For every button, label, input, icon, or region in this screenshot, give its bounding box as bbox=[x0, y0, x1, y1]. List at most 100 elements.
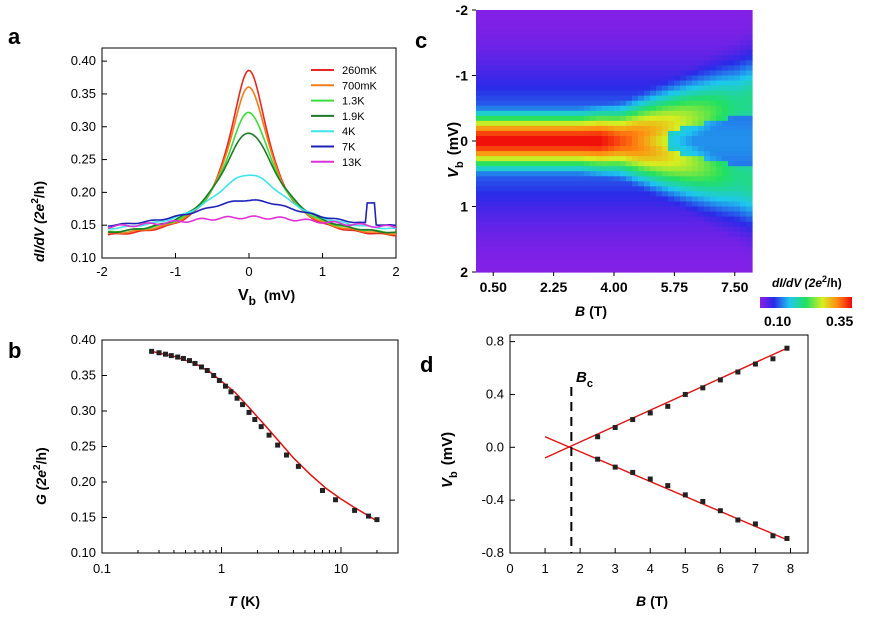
heatmap-cell bbox=[704, 115, 711, 122]
heatmap-cell bbox=[722, 135, 729, 142]
heatmap-cell bbox=[626, 30, 633, 36]
heatmap-cell bbox=[620, 151, 627, 157]
heatmap-cell bbox=[488, 141, 495, 147]
heatmap-cell bbox=[746, 90, 753, 97]
heatmap-cell bbox=[560, 70, 567, 77]
heatmap-cell bbox=[662, 216, 669, 223]
heatmap-cell bbox=[530, 95, 537, 102]
heatmap-cell bbox=[482, 55, 489, 61]
heatmap-cell bbox=[662, 80, 669, 87]
heatmap-cell bbox=[596, 211, 603, 218]
heatmap-cell bbox=[728, 55, 735, 61]
heatmap-cell bbox=[740, 146, 747, 152]
heatmap-cell bbox=[650, 216, 657, 223]
heatmap-cell bbox=[494, 105, 501, 112]
heatmap-cell bbox=[584, 100, 591, 107]
heatmap-cell bbox=[620, 186, 627, 192]
heatmap-cell bbox=[512, 206, 519, 213]
heatmap-cell bbox=[620, 10, 627, 16]
heatmap-cell bbox=[554, 246, 561, 253]
heatmap-cell bbox=[638, 60, 645, 67]
heatmap-cell bbox=[494, 80, 501, 87]
heatmap-cell bbox=[746, 45, 753, 51]
heatmap-cell bbox=[686, 256, 693, 263]
heatmap-cell bbox=[686, 80, 693, 87]
data-point bbox=[192, 360, 198, 366]
heatmap-cell bbox=[632, 236, 639, 243]
heatmap-cell bbox=[596, 135, 603, 142]
heatmap-cell bbox=[716, 75, 723, 82]
heatmap-cell bbox=[578, 246, 585, 253]
heatmap-cell bbox=[668, 156, 675, 162]
heatmap-cell bbox=[506, 186, 513, 192]
heatmap-cell bbox=[686, 85, 693, 92]
heatmap-cell bbox=[494, 166, 501, 172]
heatmap-cell bbox=[560, 75, 567, 82]
heatmap-cell bbox=[686, 261, 693, 268]
heatmap-cell bbox=[482, 261, 489, 268]
heatmap-cell bbox=[536, 256, 543, 263]
heatmap-cell bbox=[476, 40, 483, 46]
heatmap-cell bbox=[488, 151, 495, 157]
heatmap-cell bbox=[722, 115, 729, 122]
heatmap-cell bbox=[650, 146, 657, 152]
heatmap-cell bbox=[482, 161, 489, 167]
heatmap-cell bbox=[512, 70, 519, 77]
heatmap-cell bbox=[674, 216, 681, 223]
heatmap-cell bbox=[584, 206, 591, 213]
heatmap-cell bbox=[614, 50, 621, 56]
heatmap-cell bbox=[656, 221, 663, 228]
heatmap-cell bbox=[722, 40, 729, 46]
heatmap-cell bbox=[710, 231, 717, 238]
heatmap-cell bbox=[524, 30, 531, 36]
heatmap-cell bbox=[482, 196, 489, 203]
heatmap-cell bbox=[482, 30, 489, 36]
heatmap-cell bbox=[728, 30, 735, 36]
heatmap-cell bbox=[620, 70, 627, 77]
heatmap-cell bbox=[536, 85, 543, 92]
heatmap-cell bbox=[674, 201, 681, 208]
heatmap-cell bbox=[716, 236, 723, 243]
heatmap-cell bbox=[596, 120, 603, 127]
heatmap-cell bbox=[650, 85, 657, 92]
heatmap-cell bbox=[698, 246, 705, 253]
heatmap-cell bbox=[572, 65, 579, 72]
heatmap-cell bbox=[686, 60, 693, 67]
heatmap-cell bbox=[554, 256, 561, 263]
heatmap-cell bbox=[638, 251, 645, 258]
heatmap-cell bbox=[728, 161, 735, 167]
heatmap-cell bbox=[560, 191, 567, 198]
heatmap-cell bbox=[506, 20, 513, 26]
heatmap-cell bbox=[488, 236, 495, 243]
heatmap-cell bbox=[476, 211, 483, 218]
heatmap-cell bbox=[698, 216, 705, 223]
heatmap-cell bbox=[530, 161, 537, 167]
heatmap-cell bbox=[608, 261, 615, 268]
heatmap-cell bbox=[554, 30, 561, 36]
heatmap-cell bbox=[614, 110, 621, 117]
heatmap-cell bbox=[500, 181, 507, 187]
heatmap-cell bbox=[566, 55, 573, 61]
heatmap-cell bbox=[530, 130, 537, 137]
heatmap-cell bbox=[506, 110, 513, 117]
heatmap-cell bbox=[686, 161, 693, 167]
heatmap-cell bbox=[674, 40, 681, 46]
heatmap-cell bbox=[722, 95, 729, 102]
heatmap-cell bbox=[620, 236, 627, 243]
heatmap-cell bbox=[548, 161, 555, 167]
heatmap-cell bbox=[614, 151, 621, 157]
heatmap-cell bbox=[518, 15, 525, 21]
heatmap-cell bbox=[650, 191, 657, 198]
heatmap-cell bbox=[506, 65, 513, 72]
heatmap-cell bbox=[686, 191, 693, 198]
heatmap-cell bbox=[590, 186, 597, 192]
heatmap-cell bbox=[740, 236, 747, 243]
heatmap-cell bbox=[506, 35, 513, 41]
heatmap-cell bbox=[494, 135, 501, 142]
heatmap-cell bbox=[566, 206, 573, 213]
heatmap-cell bbox=[740, 216, 747, 223]
heatmap-cell bbox=[644, 70, 651, 77]
legend-label: 260mK bbox=[342, 65, 378, 77]
heatmap-cell bbox=[626, 211, 633, 218]
heatmap-cell bbox=[530, 15, 537, 21]
